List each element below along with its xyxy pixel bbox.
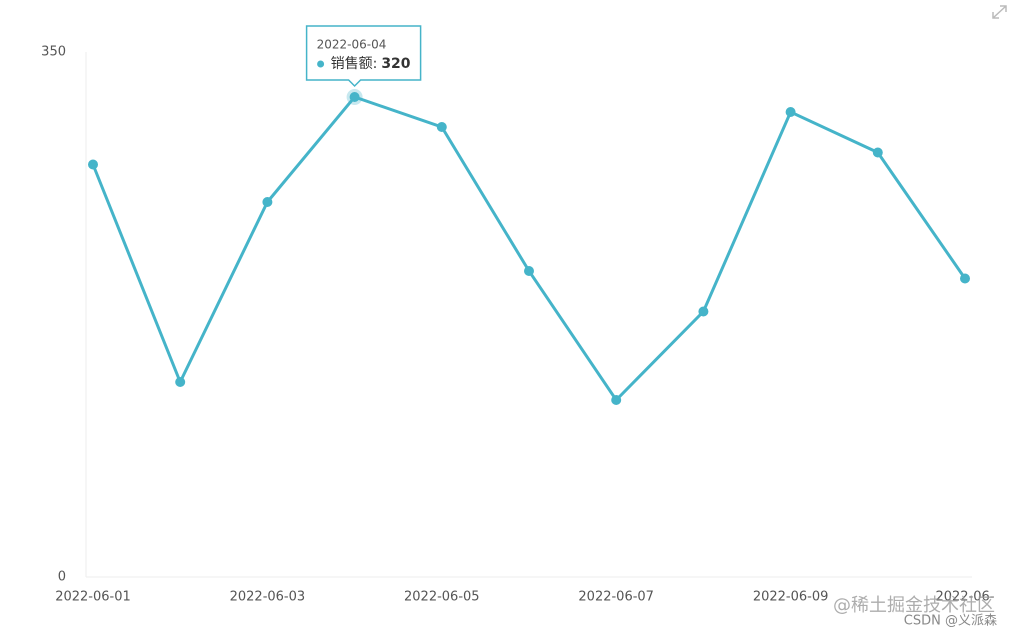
x-tick-label: 2022-06- bbox=[935, 590, 994, 605]
y-tick-label: 350 bbox=[41, 45, 66, 60]
point bbox=[785, 107, 796, 117]
point bbox=[611, 395, 622, 405]
x-tick-label: 2022-06-07 bbox=[578, 590, 654, 605]
point bbox=[349, 92, 360, 102]
x-tick-label: 2022-06-09 bbox=[753, 590, 829, 605]
x-tick-label: 2022-06-01 bbox=[55, 590, 131, 605]
y-tick-label: 0 bbox=[58, 570, 66, 585]
point bbox=[698, 306, 709, 317]
x-tick-label: 2022-06-03 bbox=[230, 590, 306, 605]
line bbox=[91, 95, 967, 403]
point bbox=[960, 273, 970, 284]
tooltip-value: 320 bbox=[381, 56, 410, 72]
x-tick-label: 2022-06-05 bbox=[404, 590, 480, 605]
point bbox=[872, 147, 883, 158]
point bbox=[88, 159, 98, 170]
point bbox=[262, 197, 273, 207]
watermark: @稀土掘金技术社区 bbox=[833, 595, 995, 616]
watermark: CSDN @义派森 bbox=[904, 614, 997, 629]
point bbox=[175, 377, 186, 387]
tooltip-dot bbox=[317, 60, 325, 68]
tooltip-box bbox=[305, 25, 422, 88]
tooltip-label: 销售额: bbox=[331, 56, 378, 72]
point bbox=[524, 266, 534, 276]
tooltip-text: 销售额: 320 bbox=[331, 56, 411, 72]
expand-icon[interactable] bbox=[992, 5, 1007, 19]
tooltip-date: 2022-06-04 bbox=[317, 38, 387, 52]
point bbox=[436, 122, 447, 132]
tooltip: 2022-06-04 销售额: 320 bbox=[305, 25, 422, 88]
